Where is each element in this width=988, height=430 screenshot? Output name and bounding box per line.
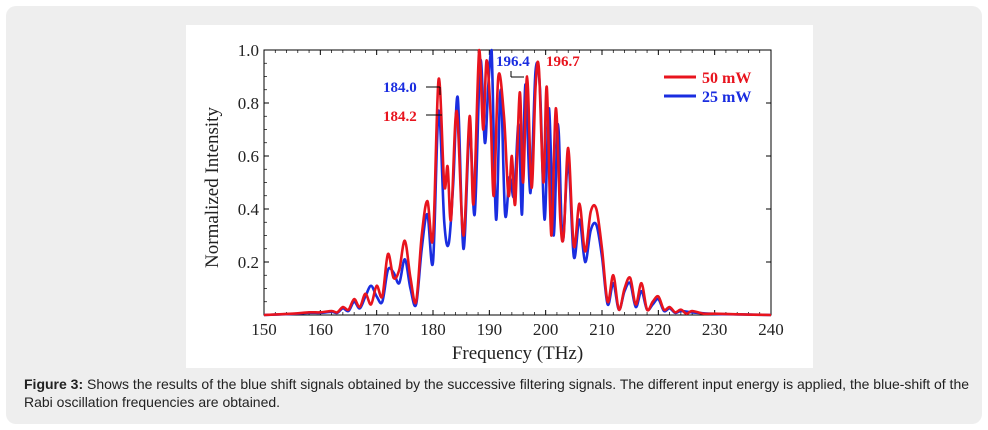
y-tick-label: 1.0 xyxy=(238,41,259,60)
x-tick-label: 160 xyxy=(308,320,334,339)
y-tick-label: 0.8 xyxy=(238,94,259,113)
x-tick-label: 180 xyxy=(420,320,446,339)
x-tick-label: 190 xyxy=(477,320,503,339)
x-tick-label: 220 xyxy=(646,320,672,339)
x-tick-label: 230 xyxy=(702,320,728,339)
y-tick-label: 0.6 xyxy=(238,147,259,166)
annotation-label: 184.0 xyxy=(383,80,417,96)
caption-label: Figure 3: xyxy=(24,376,84,392)
figure-image: 150 160 170 180 190 200 210 220 230 240 0.2 0.4 0.6 0… xyxy=(186,25,813,368)
annotation-label: 196.4 xyxy=(496,54,530,70)
legend-label: 50 mW xyxy=(702,70,751,87)
y-axis-label: Normalized Intensity xyxy=(202,107,223,268)
y-tick-label: 0.4 xyxy=(238,200,260,219)
figure-panel: 150 160 170 180 190 200 210 220 230 240 0.2 0.4 0.6 0… xyxy=(6,6,982,424)
legend-label: 25 mW xyxy=(702,89,751,106)
annotation-label: 196.7 xyxy=(546,54,580,70)
x-axis-label: Frequency (THz) xyxy=(452,343,583,364)
x-tick-label: 170 xyxy=(364,320,390,339)
x-tick-label: 150 xyxy=(251,320,277,339)
annotation-label: 184.2 xyxy=(383,109,417,125)
x-tick-label: 210 xyxy=(589,320,615,339)
y-tick-label: 0.2 xyxy=(238,253,259,272)
x-tick-label: 200 xyxy=(533,320,559,339)
figure-caption: Figure 3: Shows the results of the blue … xyxy=(24,375,969,411)
line-chart: 150 160 170 180 190 200 210 220 230 240 0.2 0.4 0.6 0… xyxy=(202,41,784,364)
x-tick-label: 240 xyxy=(758,320,784,339)
series-line-50-mw xyxy=(263,48,772,317)
caption-text: Shows the results of the blue shift sign… xyxy=(24,376,970,410)
